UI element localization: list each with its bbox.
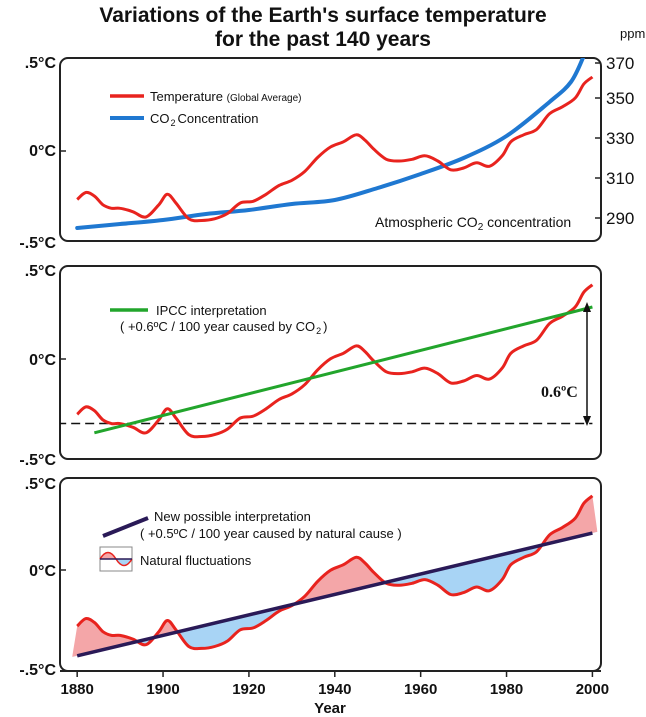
- x-tick-label: 2000: [576, 681, 609, 698]
- right-axis-unit: ppm: [620, 26, 645, 41]
- legend-swatch-natural-trend: [102, 516, 149, 538]
- panel-middle-frame: [59, 265, 602, 460]
- x-tick-label: 1880: [60, 681, 93, 698]
- temperature-series-line-middle: [76, 283, 594, 439]
- y-tick-top-zero: 0°C: [29, 143, 56, 160]
- panel-top: .5°C 0°C -.5°C ppm 370 350 330 310 290 T…: [19, 26, 645, 252]
- x-axis: 1880 1900 1920 1940 1960 1980 2000 Year: [60, 670, 609, 717]
- chart-title-line-1: Variations of the Earth's surface temper…: [99, 4, 547, 27]
- difference-label: 0.6ºC: [541, 384, 578, 401]
- legend-label-natural-fluctuations: Natural fluctuations: [140, 553, 252, 568]
- x-tick-label: 1900: [146, 681, 179, 698]
- legend-label-ipcc: IPCC interpretation: [156, 303, 267, 318]
- x-tick-label: 1980: [490, 681, 523, 698]
- x-tick-label: 1940: [318, 681, 351, 698]
- temperature-series-line-top: [76, 75, 594, 223]
- y-tick-top-neg: -.5°C: [19, 235, 56, 252]
- y-tick-mid-pos: .5°C: [25, 263, 57, 280]
- ipcc-trend-line: [93, 305, 593, 435]
- natural-fluctuation-above-fill: [72, 495, 598, 658]
- y-tick-top-pos: .5°C: [25, 55, 57, 72]
- y-tick-bot-neg: -.5°C: [19, 662, 56, 679]
- y-tick-bot-pos: .5°C: [25, 476, 57, 493]
- legend-label-co2: CO2 Concentration: [150, 111, 258, 128]
- y-tick-mid-zero: 0°C: [29, 352, 56, 369]
- chart-title-line-2: for the past 140 years: [215, 28, 431, 51]
- natural-trend-line: [76, 531, 593, 658]
- right-tick-310: 310: [606, 169, 634, 188]
- legend-label-temperature: Temperature (Global Average): [150, 89, 301, 104]
- chart-title: Variations of the Earth's surface temper…: [0, 4, 646, 52]
- co2-series-line: [75, 58, 586, 230]
- natural-fluctuations-icon: [99, 546, 133, 572]
- y-tick-mid-neg: -.5°C: [19, 452, 56, 469]
- y-tick-bot-zero: 0°C: [29, 563, 56, 580]
- legend-natural-detail: ( +0.5ºC / 100 year caused by natural ca…: [140, 526, 402, 541]
- right-tick-370: 370: [606, 54, 634, 73]
- x-axis-label: Year: [314, 700, 346, 717]
- panel-top-frame: [59, 57, 602, 242]
- x-tick-label: 1960: [404, 681, 437, 698]
- legend-ipcc-detail: ( +0.6ºC / 100 year caused by CO2): [120, 319, 328, 336]
- temperature-series-line-bottom: [76, 494, 594, 651]
- panel-bottom: .5°C 0°C -.5°C New possible interpretati…: [19, 476, 602, 679]
- right-tick-350: 350: [606, 89, 634, 108]
- x-tick-label: 1920: [232, 681, 265, 698]
- right-tick-290: 290: [606, 209, 634, 228]
- legend-label-natural-trend: New possible interpretation: [154, 509, 311, 524]
- panel-middle: .5°C 0°C -.5°C 0.6ºC IPCC interpretation…: [19, 263, 602, 469]
- co2-annotation: Atmospheric CO2 concentration: [375, 214, 571, 233]
- right-tick-330: 330: [606, 129, 634, 148]
